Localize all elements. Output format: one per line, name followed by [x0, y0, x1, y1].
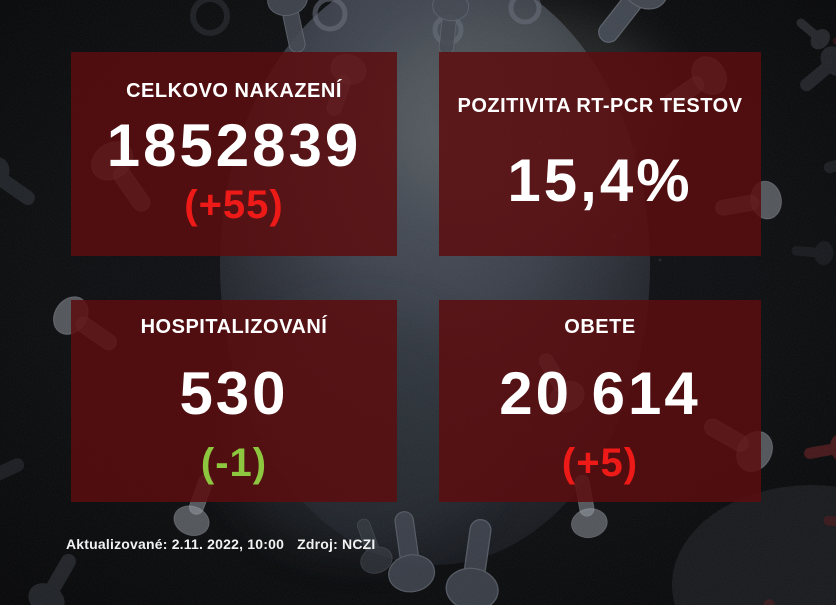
stat-label-total-infected: CELKOVO NAKAZENÍ [126, 80, 342, 102]
stat-card-total-infected: CELKOVO NAKAZENÍ 1852839 (+55) [71, 52, 397, 256]
stat-value-pcr-positivity: 15,4% [507, 147, 693, 214]
stat-value-deaths: 20 614 [499, 360, 701, 427]
updated-timestamp: Aktualizované: 2.11. 2022, 10:00 [66, 536, 285, 552]
stat-delta-deaths: (+5) [561, 441, 639, 485]
stat-label-deaths: OBETE [564, 316, 636, 338]
stat-label-hospitalized: HOSPITALIZOVANÍ [140, 316, 328, 338]
footer: Aktualizované: 2.11. 2022, 10:00 Zdroj: … [66, 536, 376, 552]
stat-value-hospitalized: 530 [179, 360, 289, 427]
stat-label-pcr-positivity: POZITIVITA RT-PCR TESTOV [457, 95, 743, 117]
stat-card-deaths: OBETE 20 614 (+5) [439, 300, 761, 502]
data-source: Zdroj: NCZI [297, 536, 376, 552]
stat-value-total-infected: 1852839 [106, 112, 362, 179]
stat-delta-total-infected: (+55) [184, 183, 284, 227]
stat-delta-hospitalized: (-1) [200, 441, 268, 485]
stat-card-hospitalized: HOSPITALIZOVANÍ 530 (-1) [71, 300, 397, 502]
stat-card-pcr-positivity: POZITIVITA RT-PCR TESTOV 15,4% [439, 52, 761, 256]
